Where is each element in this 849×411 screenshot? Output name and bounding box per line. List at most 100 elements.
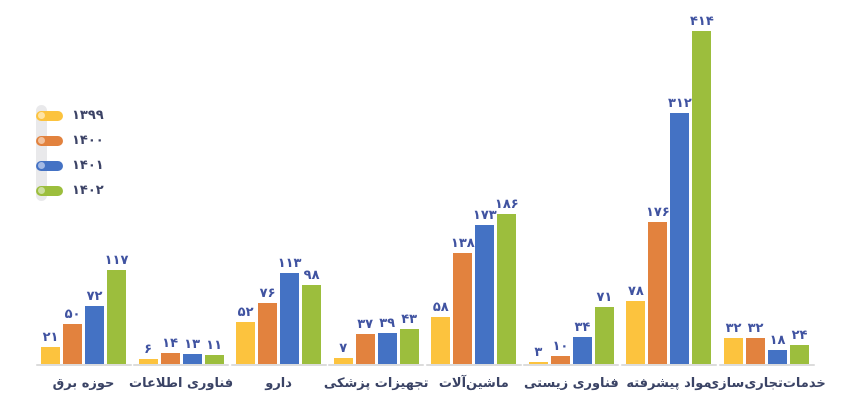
bar-series-3 [85, 306, 104, 364]
bar-value-label: ۷۱ [596, 289, 613, 305]
bar-value-label: ۷ [339, 341, 348, 357]
category-group: ۵۸ ۱۳۸ ۱۷۳ ۱۸۶ ماشین‌آلات [424, 198, 524, 394]
bar-column: ۱۸ [768, 334, 787, 364]
category-group: ۵۲ ۷۶ ۱۱۳ ۹۸ دارو [229, 257, 329, 394]
bar-value-label: ۱۸۶ [494, 197, 519, 213]
bar-cluster: ۶ ۱۴ ۱۳ ۱۱ [138, 336, 224, 364]
bar-value-label: ۳ [534, 344, 543, 360]
bar-value-label: ۳۲ [747, 321, 764, 337]
axis-baseline [718, 364, 815, 366]
bar-value-label: ۱۳ [184, 336, 201, 352]
bar-value-label: ۲۱ [42, 330, 59, 346]
bar-column: ۷۲ [85, 290, 104, 364]
legend-pill-knob-icon [37, 112, 45, 119]
bar-series-4 [302, 285, 322, 364]
bar-column: ۷۶ [258, 285, 278, 364]
category-label: ماشین‌آلات [438, 376, 509, 391]
bar-series-2 [63, 323, 82, 364]
bar-value-label: ۱۱۷ [104, 252, 129, 268]
bar-cluster: ۵۸ ۱۳۸ ۱۷۳ ۱۸۶ [431, 197, 519, 364]
legend-label: ۱۴۰۰ [72, 133, 104, 148]
bar-series-1 [626, 301, 646, 364]
legend-item-2: ۱۴۰۰ [36, 128, 104, 153]
bar-column: ۵۰ [63, 308, 82, 364]
category-group: ۷ ۳۷ ۳۹ ۴۳ تجهیزات پزشکی [324, 312, 429, 394]
category-label: فناوری زیستی [524, 376, 619, 391]
bar-column: ۲۱ [41, 331, 60, 364]
bar-series-1 [333, 358, 353, 364]
bar-column: ۱۳۸ [450, 236, 475, 364]
axis-baseline [523, 364, 620, 366]
bar-cluster: ۷۸ ۱۷۶ ۳۱۲ ۴۱۴ [626, 14, 714, 364]
bar-value-label: ۱۳۸ [450, 236, 475, 251]
bar-series-3 [572, 336, 592, 364]
legend-item-1: ۱۳۹۹ [36, 103, 104, 128]
bar-value-label: ۳۹ [379, 315, 396, 331]
category-label: خدمات‌تجاری‌سازی [707, 376, 826, 391]
bar-series-3 [182, 353, 202, 364]
bar-column: ۱۳ [182, 336, 202, 364]
bar-value-label: ۴۱۴ [689, 14, 714, 29]
bar-column: ۳۷ [355, 318, 375, 364]
axis-baseline [133, 364, 230, 366]
bar-series-3 [768, 349, 787, 364]
bar-value-label: ۱۱ [206, 338, 223, 354]
bar-column: ۴۳ [399, 312, 419, 364]
bar-column: ۵۲ [236, 306, 256, 364]
bar-series-1 [138, 359, 158, 364]
bar-series-4 [204, 355, 224, 364]
bar-series-2 [160, 352, 180, 364]
bar-series-3 [670, 113, 690, 364]
bar-column: ۶ [138, 343, 158, 364]
bar-value-label: ۴۳ [401, 312, 418, 328]
bar-series-2 [355, 334, 375, 364]
bar-column: ۲۴ [790, 329, 809, 364]
category-group: ۲۱ ۵۰ ۷۲ ۱۱۷ حوزه برق [34, 254, 134, 394]
bar-column: ۷ [333, 341, 353, 364]
bar-column: ۱۷۳ [473, 209, 497, 364]
bar-value-label: ۱۱۳ [277, 256, 302, 272]
bar-value-label: ۳۴ [574, 319, 591, 335]
legend-track [36, 105, 47, 201]
axis-baseline [35, 364, 132, 366]
axis-baseline [230, 364, 327, 366]
bar-series-2 [550, 356, 570, 364]
bar-series-2 [746, 338, 765, 364]
legend-pill-icon [36, 110, 63, 121]
bar-series-2 [648, 222, 668, 364]
bar-value-label: ۷۸ [627, 284, 644, 300]
category-label: مواد پیشرفته [626, 376, 712, 391]
bar-value-label: ۱۷۶ [645, 205, 670, 221]
bar-series-2 [258, 302, 278, 364]
bar-column: ۳۲ [746, 322, 765, 364]
legend-pill-knob-icon [37, 137, 45, 144]
bar-column: ۱۸۶ [494, 197, 519, 364]
bar-series-1 [41, 347, 60, 364]
bar-cluster: ۳۲ ۳۲ ۱۸ ۲۴ [724, 322, 809, 364]
bar-column: ۱۱۷ [104, 252, 129, 364]
bar-column: ۱۱ [204, 338, 224, 364]
category-group: ۷۸ ۱۷۶ ۳۱۲ ۴۱۴ مواد پیشرفته [619, 15, 719, 394]
category-label: دارو [265, 376, 292, 391]
bar-value-label: ۳۱۲ [667, 96, 692, 111]
legend-pill-icon [36, 135, 63, 146]
legend-pill-icon [36, 185, 63, 196]
bar-cluster: ۲۱ ۵۰ ۷۲ ۱۱۷ [41, 252, 129, 364]
bar-cluster: ۳ ۱۰ ۳۴ ۷۱ [528, 289, 614, 364]
bar-value-label: ۷۶ [259, 285, 276, 301]
bar-cluster: ۷ ۳۷ ۳۹ ۴۳ [333, 312, 419, 364]
bar-cluster: ۵۲ ۷۶ ۱۱۳ ۹۸ [236, 256, 322, 364]
bar-series-1 [431, 317, 451, 364]
bar-column: ۱۱۳ [277, 256, 302, 364]
bar-column: ۴۱۴ [689, 14, 714, 364]
bar-series-3 [377, 332, 397, 364]
bar-series-4 [790, 344, 809, 364]
legend-label: ۱۴۰۱ [72, 158, 104, 173]
legend-item-4: ۱۴۰۲ [36, 178, 104, 203]
bar-series-3 [475, 224, 495, 364]
bar-series-4 [692, 31, 712, 364]
category-group: ۳ ۱۰ ۳۴ ۷۱ فناوری زیستی [521, 291, 621, 394]
bar-column: ۳۲ [724, 322, 743, 364]
